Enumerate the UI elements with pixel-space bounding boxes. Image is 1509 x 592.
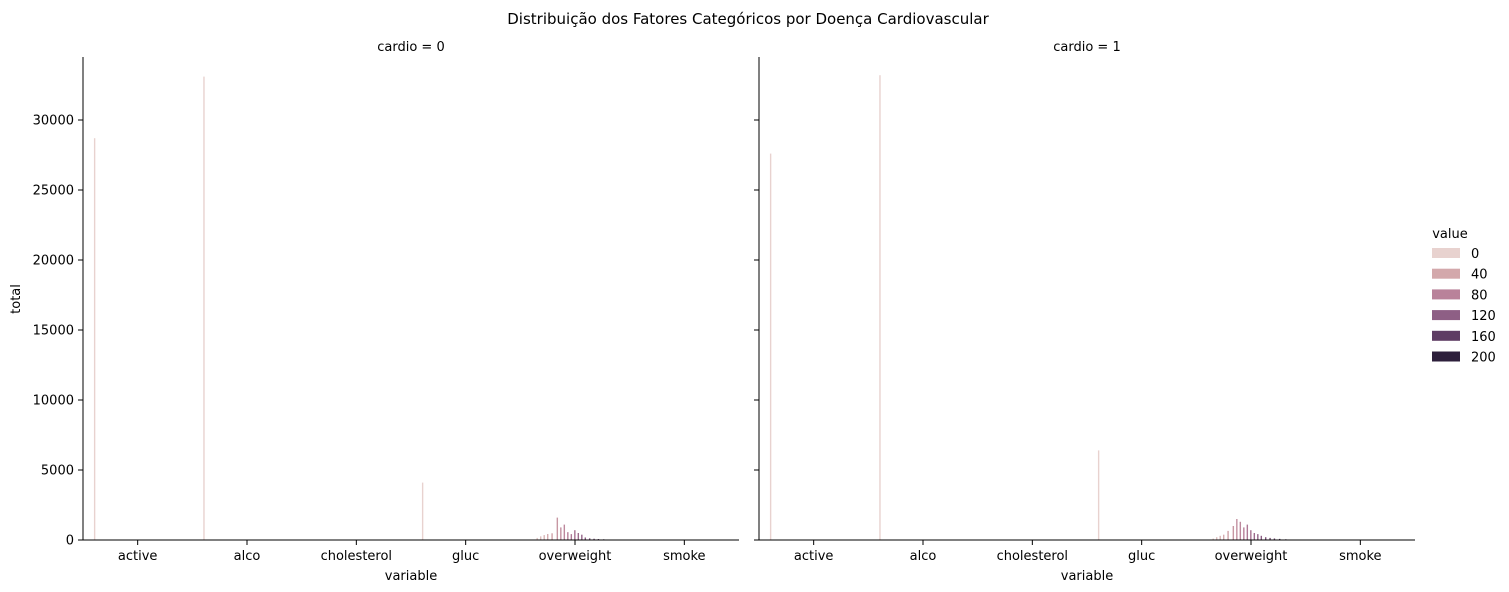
legend-swatch — [1432, 248, 1460, 258]
chart-suptitle: Distribuição dos Fatores Categóricos por… — [507, 10, 989, 28]
facet-panel-cardio-1: cardio = 1 variable active alco cholestero… — [754, 40, 1415, 584]
y-tick-label: 15000 — [33, 324, 74, 339]
legend-swatch — [1432, 330, 1460, 341]
bar — [1239, 521, 1242, 540]
x-axis-label: variable — [1061, 569, 1113, 584]
legend-label: 0 — [1471, 247, 1479, 262]
y-tick-label: 10000 — [33, 394, 74, 409]
bar — [584, 537, 587, 540]
legend-swatch — [1432, 351, 1460, 362]
bar — [1253, 533, 1256, 540]
facet-panel-cardio-0: cardio = 0 total variable 0 5000 10000 1500… — [9, 40, 739, 584]
legend-swatch — [1432, 268, 1460, 279]
bar — [421, 482, 424, 540]
bar — [1269, 537, 1271, 540]
legend-label: 120 — [1471, 309, 1496, 324]
x-tick-label: cholesterol — [997, 549, 1068, 564]
x-tick-label: cholesterol — [321, 549, 392, 564]
bar — [1250, 530, 1252, 540]
bar — [1232, 526, 1235, 540]
bar — [567, 532, 569, 540]
bar — [1278, 538, 1281, 540]
x-tick-label: alco — [910, 549, 937, 564]
x-tick-label: active — [118, 549, 158, 564]
legend-swatch — [1432, 310, 1460, 321]
bar — [536, 537, 538, 540]
bar — [1097, 450, 1100, 540]
x-tick-label: active — [794, 549, 834, 564]
bar — [879, 75, 881, 540]
bar — [551, 533, 553, 540]
bar — [1219, 535, 1221, 540]
bar — [1243, 527, 1245, 540]
x-tick-label: overweight — [1215, 549, 1288, 564]
x-tick-label: smoke — [1339, 549, 1381, 564]
y-tick-label: 20000 — [33, 254, 74, 269]
x-tick-label: gluc — [1128, 549, 1155, 564]
bar — [543, 535, 545, 540]
bar — [1223, 534, 1225, 540]
bar — [570, 534, 573, 540]
legend-label: 200 — [1471, 351, 1496, 366]
bar — [1212, 538, 1214, 540]
bar — [1227, 530, 1229, 540]
bar — [1257, 534, 1259, 540]
bar — [588, 538, 591, 540]
y-tick-label: 25000 — [33, 184, 74, 199]
bar — [1264, 537, 1267, 540]
bar — [203, 76, 205, 540]
bar — [1236, 519, 1238, 540]
legend-title: value — [1432, 227, 1468, 242]
legend-label: 40 — [1471, 268, 1488, 283]
legend-label: 160 — [1471, 330, 1496, 345]
facet-title: cardio = 1 — [1053, 40, 1120, 55]
bar — [574, 530, 576, 540]
bar — [577, 533, 580, 540]
bar — [547, 533, 549, 540]
y-axis-label: total — [9, 284, 24, 314]
bar — [769, 153, 772, 540]
y-tick-label: 30000 — [33, 114, 74, 129]
bar — [581, 534, 583, 540]
legend-swatch — [1432, 289, 1460, 300]
bar — [1216, 537, 1218, 540]
bar — [1246, 524, 1249, 540]
legend: value 0 40 80 120 160 200 — [1432, 227, 1496, 366]
facet-title: cardio = 0 — [377, 40, 444, 55]
bar — [556, 517, 559, 540]
x-tick-label: gluc — [452, 549, 479, 564]
legend-label: 80 — [1471, 288, 1488, 303]
bar — [540, 536, 542, 540]
bar — [563, 524, 566, 540]
x-tick-label: alco — [234, 549, 261, 564]
x-tick-label: overweight — [539, 549, 612, 564]
y-tick-label: 0 — [66, 534, 74, 549]
bar — [593, 538, 595, 540]
bar — [560, 527, 562, 540]
y-tick-label: 5000 — [41, 464, 74, 479]
bar — [1273, 538, 1276, 540]
bar — [1260, 535, 1263, 540]
bar — [93, 138, 96, 540]
x-tick-label: smoke — [663, 549, 705, 564]
x-axis-label: variable — [385, 569, 437, 584]
